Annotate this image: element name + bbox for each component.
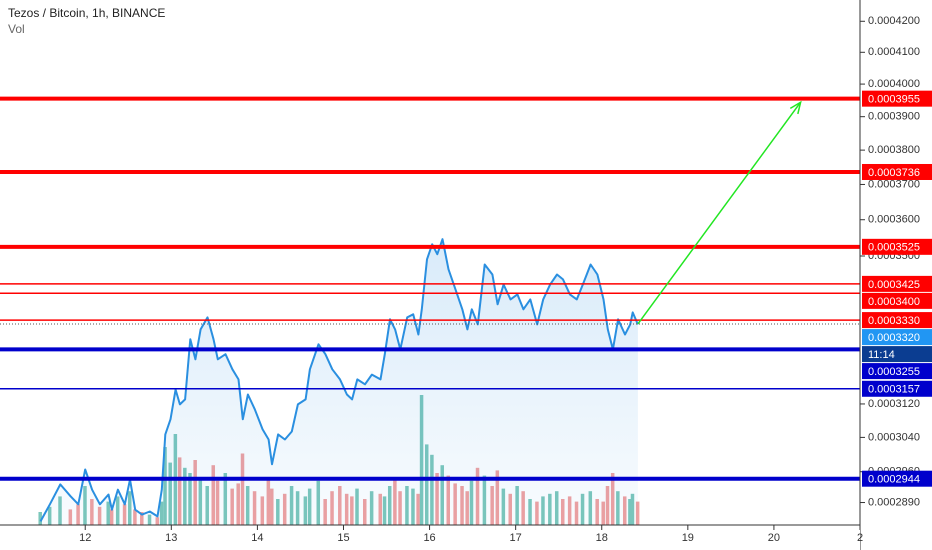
x-tick-label: 13 bbox=[165, 532, 177, 544]
y-tick-label: 0.0004100 bbox=[868, 46, 920, 58]
y-tick-label: 0.0003800 bbox=[868, 144, 920, 156]
price-label-box bbox=[862, 238, 932, 255]
area bbox=[40, 239, 638, 525]
price-label: 0.0003525 bbox=[868, 242, 920, 254]
price-label-box bbox=[862, 346, 932, 363]
x-tick-label: 17 bbox=[510, 532, 522, 544]
x-tick-label: 16 bbox=[423, 532, 435, 544]
price-label: 0.0003955 bbox=[868, 94, 920, 106]
x-tick-label: 19 bbox=[682, 532, 694, 544]
y-tick-label: 0.0003120 bbox=[868, 398, 920, 410]
y-tick-label: 0.0004000 bbox=[868, 78, 920, 90]
x-tick-label: 2 bbox=[857, 532, 863, 544]
price-label-box bbox=[862, 470, 932, 487]
price-label: 0.0003255 bbox=[868, 366, 920, 378]
price-label-box bbox=[862, 275, 932, 292]
price-label: 11:14 bbox=[868, 349, 895, 361]
price-label-box bbox=[862, 292, 932, 309]
price-label-box bbox=[862, 329, 932, 346]
volume-bar bbox=[38, 512, 42, 525]
arrow-head bbox=[789, 100, 802, 115]
y-tick-label: 0.0004200 bbox=[868, 15, 920, 27]
price-label: 0.0003736 bbox=[868, 167, 920, 179]
price-label-box bbox=[862, 312, 932, 329]
x-tick-label: 20 bbox=[768, 532, 780, 544]
price-label-box bbox=[862, 363, 932, 380]
chart-subtitle: Vol bbox=[8, 22, 25, 36]
price-label: 0.0003400 bbox=[868, 296, 920, 308]
price-label-box bbox=[862, 163, 932, 180]
price-line bbox=[39, 238, 639, 522]
y-tick-label: 0.0003900 bbox=[868, 111, 920, 123]
price-label: 0.0003425 bbox=[868, 279, 920, 291]
price-label: 0.0002944 bbox=[868, 474, 920, 486]
x-tick-label: 15 bbox=[337, 532, 349, 544]
y-tick-label: 0.0003040 bbox=[868, 431, 920, 443]
price-label: 0.0003330 bbox=[868, 315, 920, 327]
y-tick-label: 0.0003600 bbox=[868, 214, 920, 226]
plot bbox=[0, 96, 860, 525]
y-tick-label: 0.0002890 bbox=[868, 496, 920, 508]
y-tick-label: 0.0003700 bbox=[868, 178, 920, 190]
price-label-box bbox=[862, 90, 932, 107]
chart-title: Tezos / Bitcoin, 1h, BINANCE bbox=[8, 6, 165, 20]
x-tick-label: 14 bbox=[251, 532, 263, 544]
arrow bbox=[637, 101, 802, 325]
x-tick-label: 18 bbox=[596, 532, 608, 544]
price-label: 0.0003157 bbox=[868, 384, 920, 396]
price-label: 0.0003320 bbox=[868, 332, 920, 344]
x-tick-label: 12 bbox=[79, 532, 91, 544]
price-label-box bbox=[862, 380, 932, 397]
